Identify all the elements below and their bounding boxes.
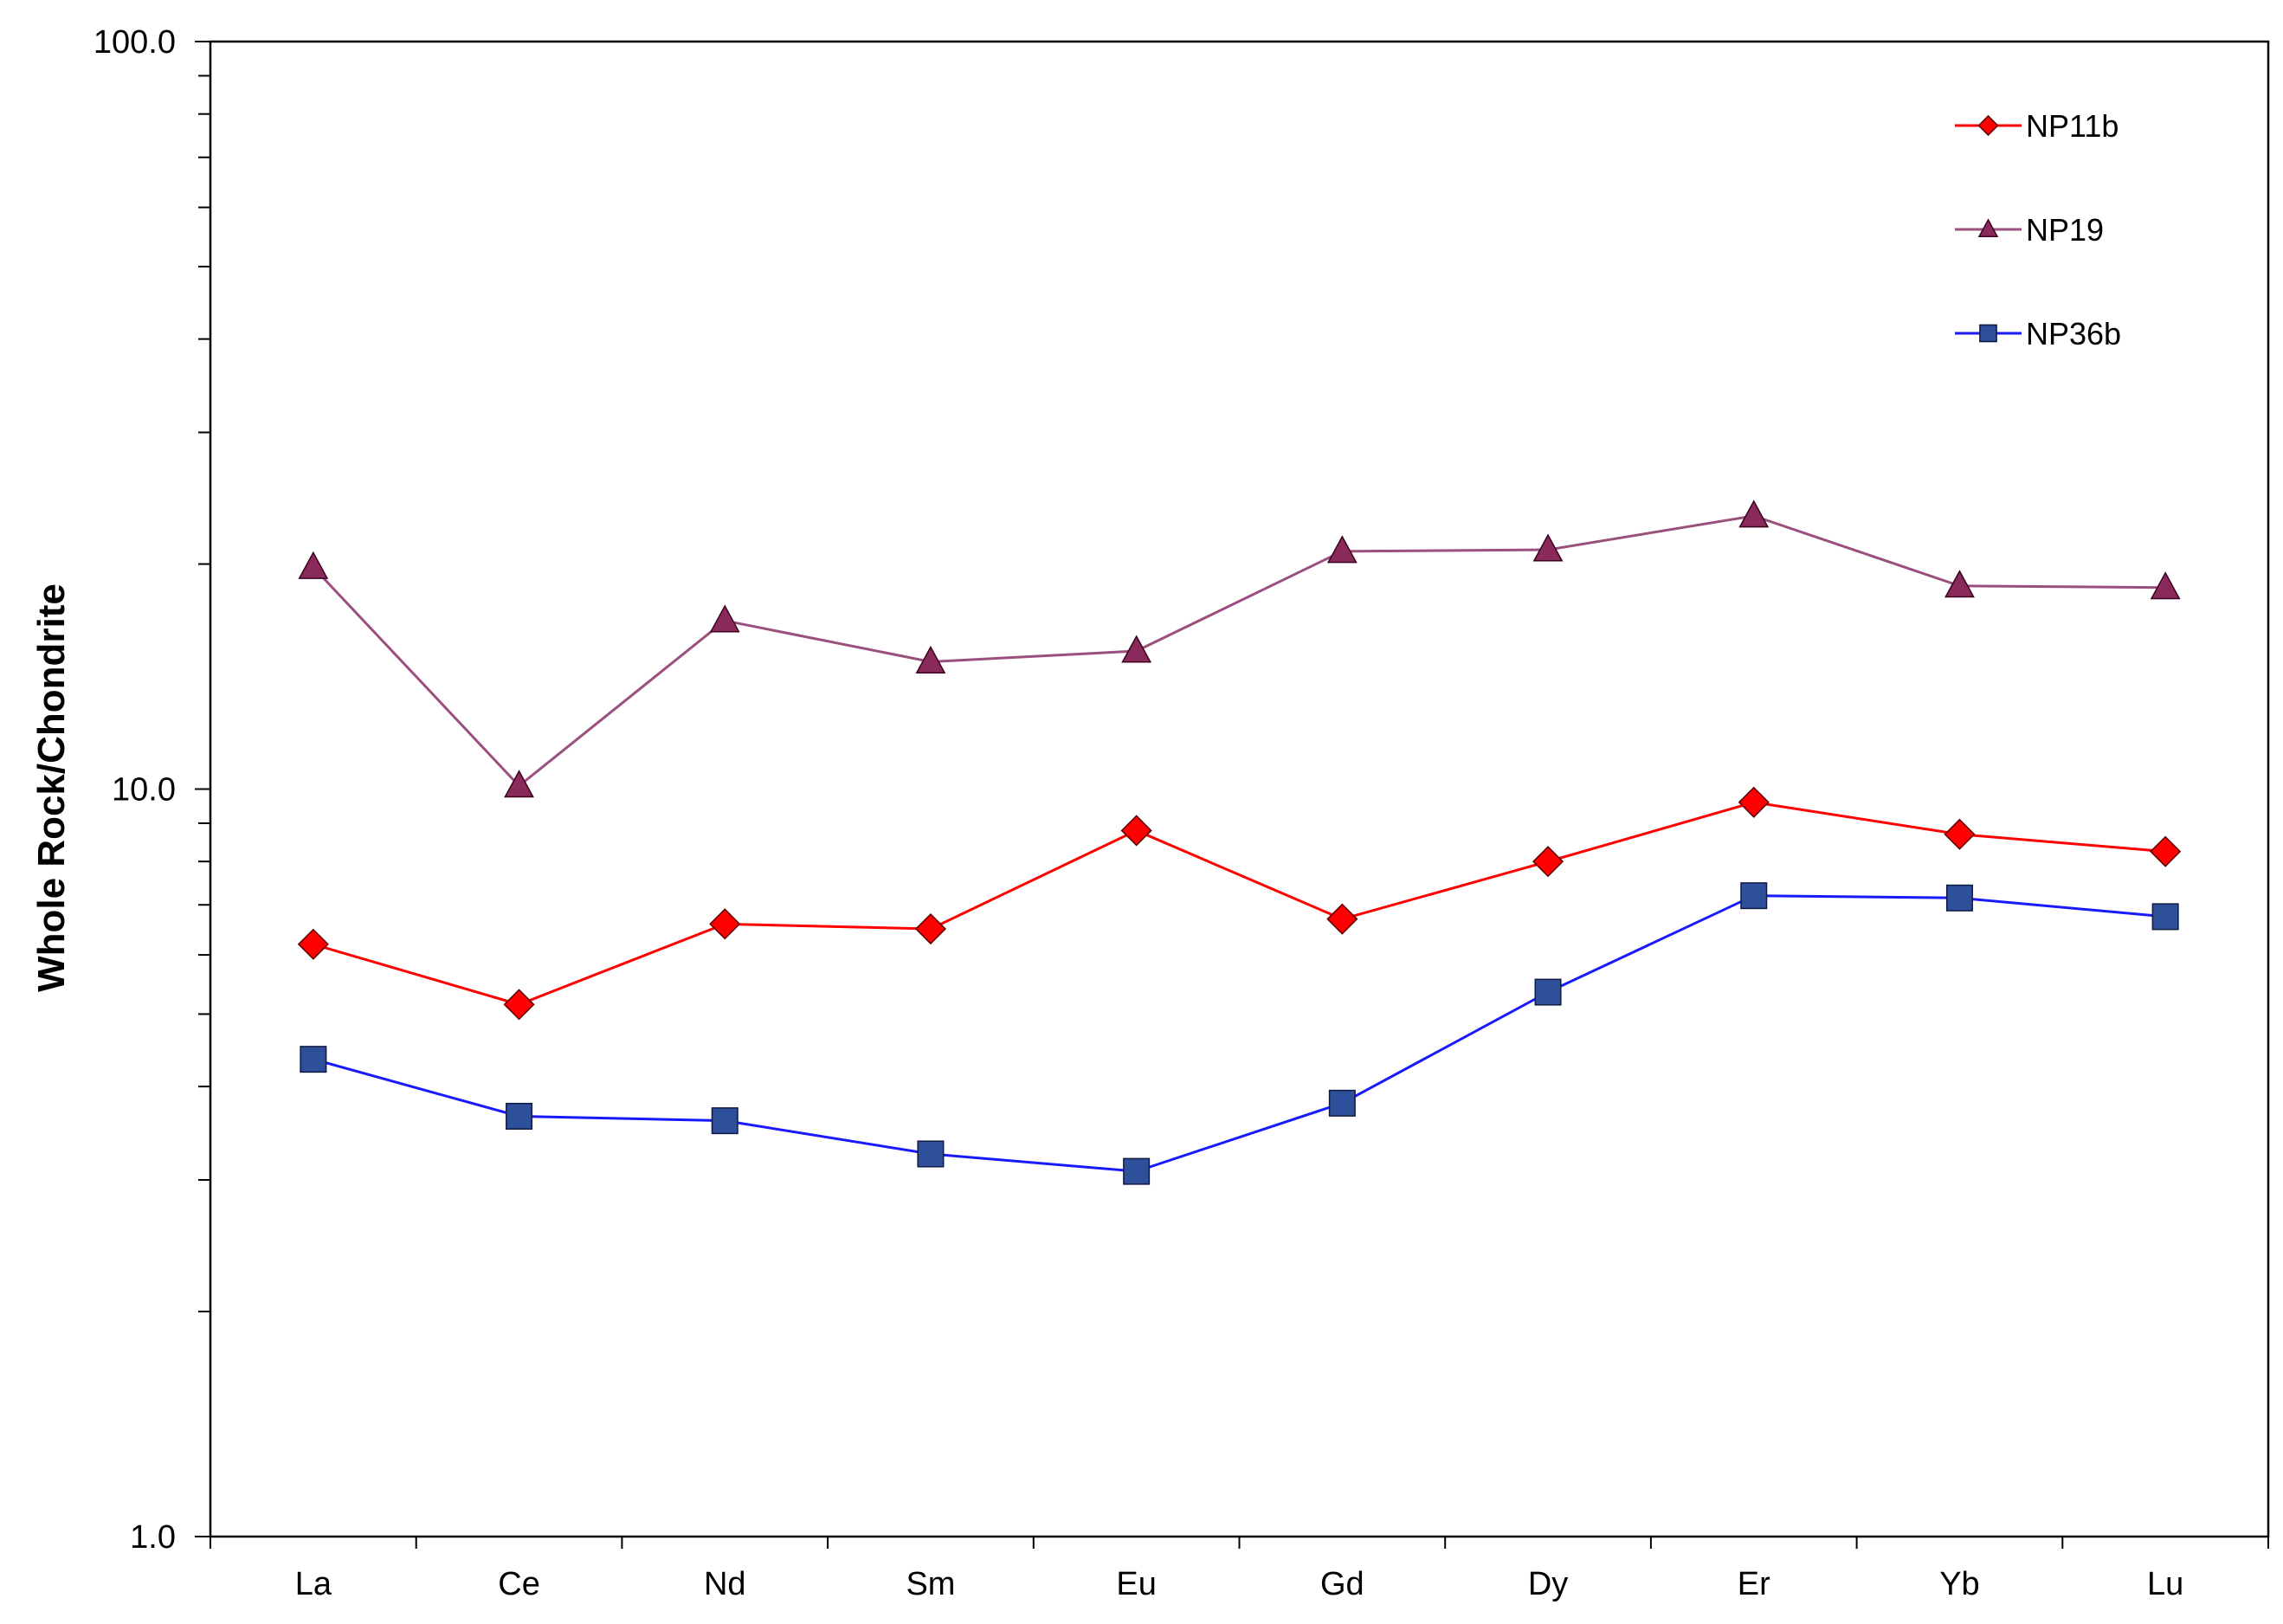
point-np11b-lu <box>2150 835 2182 867</box>
point-np36b-yb <box>1945 884 1973 912</box>
point-np36b-lu <box>2151 903 2179 931</box>
x-tick-label-yb: Yb <box>1939 1566 1979 1602</box>
point-np19-ce <box>504 770 534 798</box>
point-np36b-ce <box>506 1102 533 1130</box>
series-np19 <box>298 499 2181 798</box>
x-axis: La Ce Nd Sm Eu Gd Dy Er Yb Lu <box>210 1537 2269 1602</box>
legend-marker-np19 <box>1977 218 1999 238</box>
y-axis: 1.0 10.0 100.0 <box>94 24 210 1556</box>
point-np36b-la <box>300 1046 327 1073</box>
point-np11b-sm <box>914 912 947 945</box>
legend-marker-np11b <box>1977 114 1999 137</box>
point-np36b-er <box>1740 882 1768 910</box>
y-tick-label: 1.0 <box>130 1519 176 1556</box>
point-np11b-la <box>297 928 329 960</box>
point-np11b-yb <box>1944 818 1976 850</box>
series-layer <box>297 499 2182 1185</box>
legend-marker-np36b <box>1979 324 1997 343</box>
x-tick-label-eu: Eu <box>1116 1566 1156 1602</box>
legend-item-np36b: NP36b <box>1955 316 2121 351</box>
legend-label-np19: NP19 <box>2026 212 2104 248</box>
point-np11b-eu <box>1120 815 1152 847</box>
point-np19-lu <box>2150 571 2181 600</box>
x-tick-label-sm: Sm <box>906 1566 955 1602</box>
x-tick-label-er: Er <box>1738 1566 1770 1602</box>
point-np19-yb <box>1944 570 1975 598</box>
x-tick-label-dy: Dy <box>1528 1566 1568 1602</box>
legend-label-np11b: NP11b <box>2026 108 2119 144</box>
point-np19-la <box>298 551 329 579</box>
point-np36b-gd <box>1328 1089 1356 1117</box>
point-np19-sm <box>915 645 946 673</box>
y-tick-label: 10.0 <box>112 772 176 809</box>
series-np11b <box>297 786 2182 1021</box>
point-np11b-dy <box>1532 846 1564 878</box>
series-np36b <box>300 882 2179 1185</box>
point-np36b-dy <box>1534 978 1562 1006</box>
point-np11b-gd <box>1326 903 1358 935</box>
legend: NP11b NP19 NP36b <box>1955 108 2121 351</box>
point-np11b-nd <box>709 908 741 940</box>
y-tick-label: 100.0 <box>94 24 176 61</box>
series-line-np11b <box>313 801 2166 1006</box>
x-tick-label-ce: Ce <box>498 1566 540 1602</box>
series-line-np19 <box>312 514 2166 788</box>
x-tick-label-lu: Lu <box>2147 1566 2183 1602</box>
point-np19-nd <box>709 604 740 633</box>
point-np19-er <box>1738 499 1770 528</box>
legend-item-np11b: NP11b <box>1955 108 2119 144</box>
point-np11b-ce <box>503 989 535 1021</box>
point-np19-dy <box>1532 533 1564 562</box>
legend-item-np19: NP19 <box>1955 212 2104 248</box>
series-line-np36b <box>313 894 2166 1173</box>
y-axis-title: Whole Rock/Chondrite <box>30 583 73 992</box>
point-np11b-er <box>1738 786 1770 818</box>
point-np36b-sm <box>917 1140 945 1168</box>
x-tick-label-la: La <box>295 1566 332 1602</box>
x-tick-label-nd: Nd <box>704 1566 746 1602</box>
point-np36b-eu <box>1123 1157 1151 1185</box>
point-np36b-nd <box>711 1107 738 1135</box>
legend-label-np36b: NP36b <box>2026 316 2121 351</box>
x-tick-label-gd: Gd <box>1320 1566 1364 1602</box>
point-np19-gd <box>1326 535 1358 564</box>
point-np19-eu <box>1121 635 1152 663</box>
